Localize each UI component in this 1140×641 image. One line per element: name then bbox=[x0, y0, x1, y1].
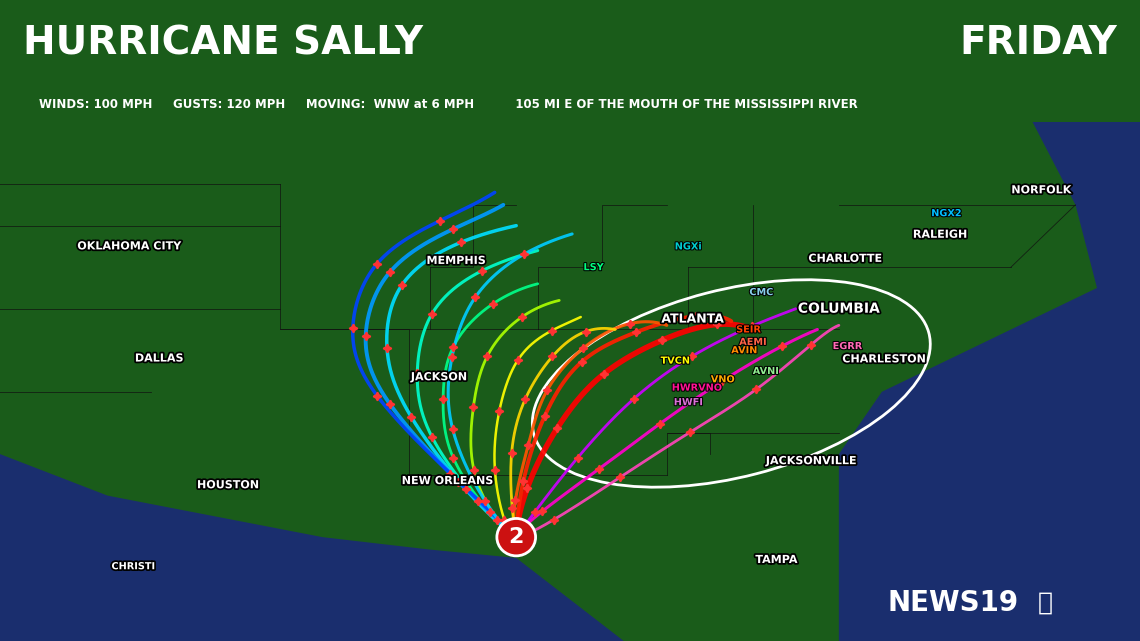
Text: ATLANTA: ATLANTA bbox=[661, 313, 724, 326]
Text: TVCN: TVCN bbox=[660, 356, 690, 365]
Text: FRIDAY: FRIDAY bbox=[960, 24, 1117, 62]
Text: AVNI: AVNI bbox=[752, 366, 779, 376]
Text: RALEIGH: RALEIGH bbox=[913, 229, 967, 240]
Text: MEMPHIS: MEMPHIS bbox=[426, 256, 486, 266]
Circle shape bbox=[497, 519, 536, 556]
Text: JACKSONVILLE: JACKSONVILLE bbox=[766, 456, 856, 466]
Text: TAMPA: TAMPA bbox=[756, 555, 798, 565]
Text: Ⓢ: Ⓢ bbox=[1037, 590, 1052, 615]
Polygon shape bbox=[839, 122, 1140, 641]
Text: VNO: VNO bbox=[710, 374, 734, 385]
Polygon shape bbox=[0, 454, 624, 641]
Text: NORFOLK: NORFOLK bbox=[1011, 185, 1070, 196]
Text: SEIR: SEIR bbox=[736, 324, 760, 335]
Text: HURRICANE SALLY: HURRICANE SALLY bbox=[23, 24, 423, 62]
Text: NGXi: NGXi bbox=[675, 242, 702, 251]
Text: DALLAS: DALLAS bbox=[135, 354, 184, 363]
Text: EGRR: EGRR bbox=[832, 341, 862, 351]
Text: NEW ORLEANS: NEW ORLEANS bbox=[401, 476, 494, 486]
Text: CMC: CMC bbox=[749, 287, 774, 297]
Text: 2: 2 bbox=[508, 527, 524, 547]
Text: OKLAHOMA CITY: OKLAHOMA CITY bbox=[78, 242, 181, 251]
Text: AVIN: AVIN bbox=[731, 345, 757, 355]
Text: JACKSON: JACKSON bbox=[410, 372, 466, 382]
Text: NGX2: NGX2 bbox=[931, 208, 962, 218]
Text: HOUSTON: HOUSTON bbox=[197, 480, 259, 490]
Text: AEMI: AEMI bbox=[739, 337, 766, 347]
Text: NEWS19: NEWS19 bbox=[887, 588, 1018, 617]
Text: HWFI: HWFI bbox=[674, 397, 702, 407]
Text: LSY: LSY bbox=[584, 262, 604, 272]
Text: CHARLESTON: CHARLESTON bbox=[842, 354, 926, 364]
Text: COLUMBIA: COLUMBIA bbox=[798, 302, 880, 316]
Text: HWRVNO: HWRVNO bbox=[671, 383, 722, 393]
Text: WINDS: 100 MPH     GUSTS: 120 MPH     MOVING:  WNW at 6 MPH          105 MI E OF: WINDS: 100 MPH GUSTS: 120 MPH MOVING: WN… bbox=[39, 97, 858, 111]
Text: CHARLOTTE: CHARLOTTE bbox=[808, 254, 882, 264]
Text: CHRISTI: CHRISTI bbox=[112, 562, 155, 571]
Polygon shape bbox=[560, 454, 861, 641]
